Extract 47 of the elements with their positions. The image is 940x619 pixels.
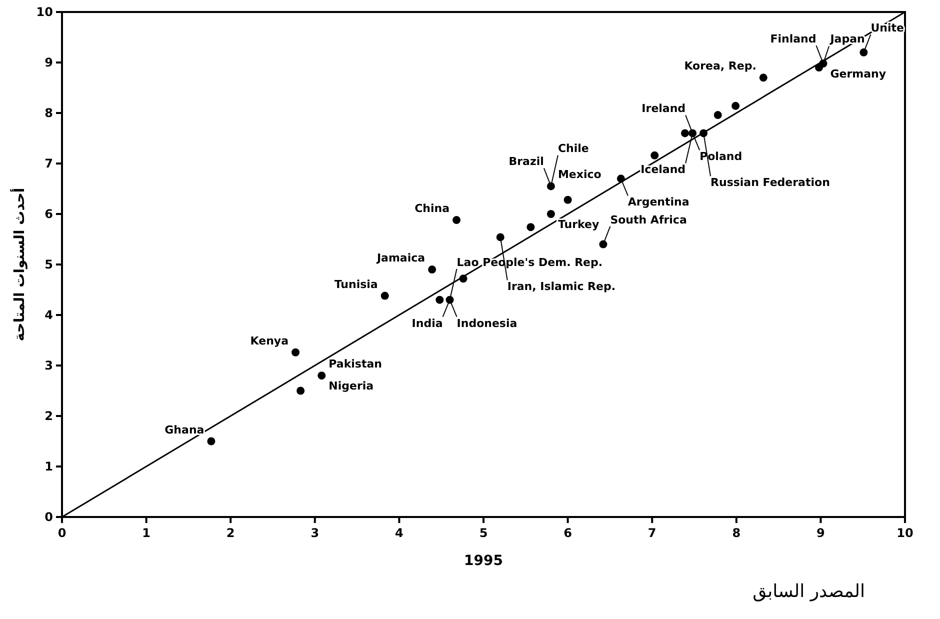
y-tick-label: 2 — [44, 409, 53, 423]
x-tick-label: 5 — [479, 526, 488, 540]
annotation: Tunisia — [334, 278, 378, 291]
annotation: Brazil — [508, 155, 544, 168]
annotation: Turkey — [558, 218, 600, 231]
annotation: Ghana — [164, 423, 204, 436]
y-tick-label: 7 — [44, 156, 53, 170]
y-tick-label: 9 — [44, 56, 53, 70]
x-tick-label: 3 — [310, 526, 320, 540]
y-tick-label: 6 — [44, 207, 53, 221]
annotation: South Africa — [610, 213, 687, 226]
annotation: Russian Federation — [710, 176, 830, 190]
annotation: Finland — [770, 32, 816, 46]
x-tick-label: 7 — [648, 526, 656, 540]
annotation: Germany — [830, 68, 886, 81]
annotation: Korea, Rep. — [684, 60, 756, 73]
y-axis-title: أحدث السنوات المتاحة — [10, 188, 28, 342]
annotation: Iran, Islamic Rep. — [507, 280, 616, 294]
x-tick-label: 9 — [816, 526, 825, 540]
x-tick-label: 1 — [142, 526, 150, 540]
x-tick-label: 8 — [732, 526, 741, 540]
y-tick-label: 3 — [44, 358, 53, 372]
annotation: Kenya — [250, 334, 289, 348]
y-tick-label: 0 — [44, 510, 53, 524]
annotation: Argentina — [628, 196, 690, 209]
annotation: Iceland — [640, 163, 686, 176]
annotation: Ireland — [642, 102, 686, 116]
text: المصدر السابق — [752, 581, 865, 602]
x-tick-label: 0 — [58, 526, 66, 540]
y-tick-label: 10 — [36, 5, 53, 19]
annotation: Pakistan — [328, 358, 382, 371]
x-tick-label: 2 — [226, 526, 235, 540]
x-tick-label: 6 — [564, 526, 572, 540]
y-tick-label: 5 — [44, 258, 53, 272]
annotation: Nigeria — [328, 380, 374, 393]
annotation: India — [412, 316, 443, 330]
y-tick-label: 8 — [44, 106, 53, 120]
y-tick-label: 4 — [44, 308, 53, 322]
annotation: Jamaica — [376, 252, 426, 265]
annotation: Chile — [558, 142, 589, 156]
x-tick-label: 4 — [395, 526, 404, 540]
x-axis-title: 1995 — [464, 553, 503, 569]
annotation: Indonesia — [456, 316, 518, 330]
annotation: Mexico — [558, 168, 602, 182]
x-tick-label: 10 — [896, 526, 914, 540]
y-tick-label: 1 — [44, 460, 53, 474]
annotation: China — [414, 202, 450, 216]
